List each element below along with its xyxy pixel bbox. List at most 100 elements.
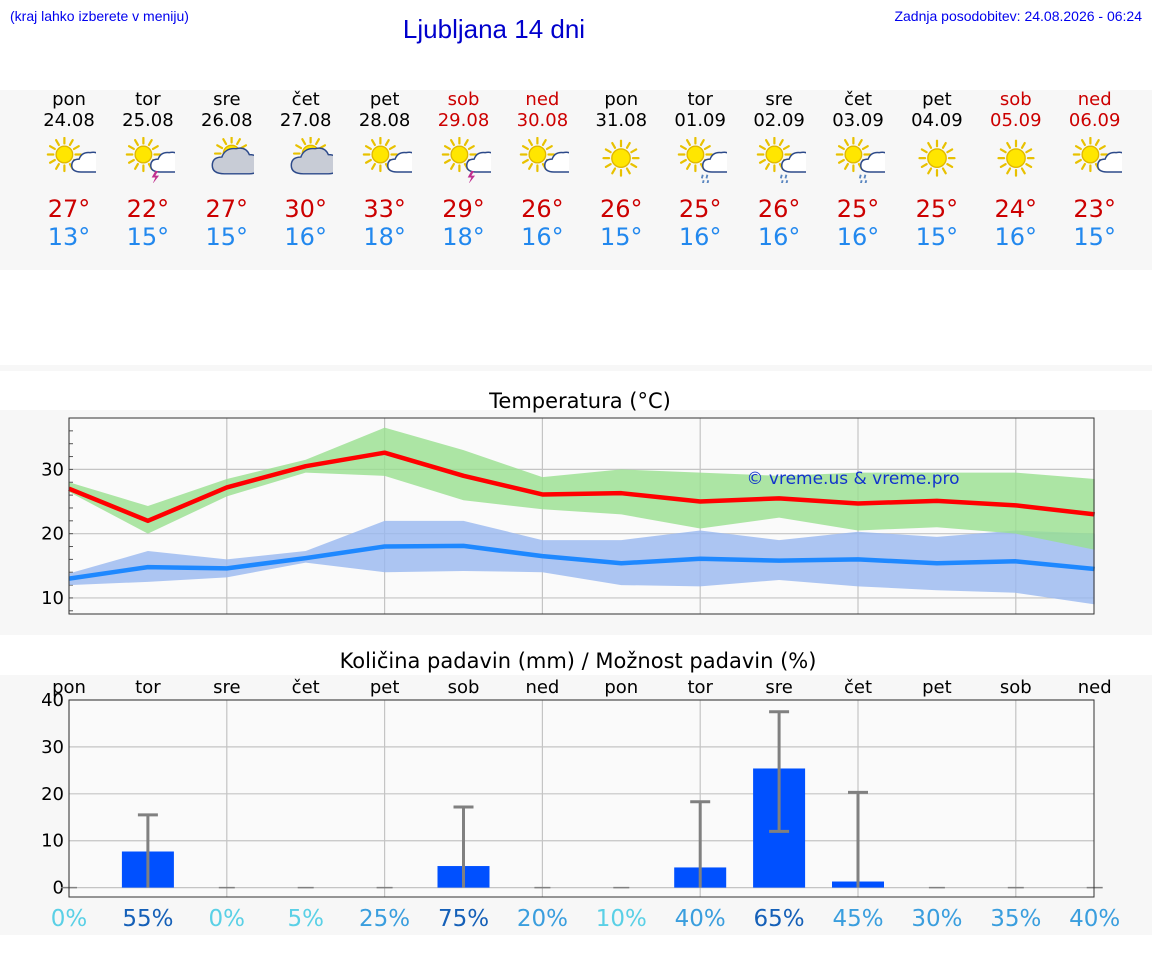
day-date: 25.08	[122, 110, 174, 131]
day-date: 03.09	[832, 110, 884, 131]
precipitation-probability: 0%	[209, 906, 246, 932]
precipitation-probability: 25%	[359, 906, 410, 932]
separator-band	[0, 365, 1152, 371]
plot-area	[69, 700, 1094, 897]
precipitation-probability: 10%	[596, 906, 647, 932]
max-temperature: 25°	[678, 195, 722, 223]
min-temperature: 16°	[678, 223, 722, 251]
sun-cloud-icon	[1072, 137, 1122, 173]
day-name: čet	[291, 89, 320, 110]
y-tick-label: 40	[41, 690, 64, 711]
sun-icon	[602, 139, 640, 177]
precipitation-probability: 65%	[754, 906, 805, 932]
day-name: sob	[999, 89, 1032, 110]
max-temperature: 30°	[284, 195, 327, 223]
forecast-day: sre 02.09 26° 16°	[740, 88, 819, 251]
day-name: pon	[52, 89, 86, 110]
forecast-day: pon 31.08 26° 15°	[582, 88, 661, 251]
day-date: 30.08	[516, 110, 569, 131]
precipitation-probability: 40%	[1069, 906, 1120, 932]
day-date: 29.08	[437, 110, 490, 131]
day-date: 27.08	[279, 110, 332, 131]
sun-grey-cloud-icon	[290, 137, 333, 175]
day-date: 02.09	[753, 110, 805, 131]
min-temperature: 15°	[600, 223, 643, 251]
precipitation-probability: 35%	[990, 906, 1041, 932]
chart-title: Temperatura (°C)	[488, 389, 671, 413]
x-tick-label: ned	[525, 677, 559, 698]
min-temperature: 16°	[284, 223, 327, 251]
day-date: 31.08	[595, 110, 648, 131]
precipitation-chart: Količina padavin (mm) / Možnost padavin …	[41, 649, 1120, 932]
last-updated: Zadnja posodobitev: 24.08.2026 - 06:24	[894, 8, 1142, 24]
day-date: 06.09	[1068, 110, 1121, 131]
max-temperature: 24°	[994, 195, 1038, 223]
forecast-day: tor 25.08 22° 15°	[108, 88, 187, 251]
forecast-day: sob 05.09 24° 16°	[976, 88, 1055, 251]
day-name: sob	[447, 89, 480, 110]
sun-cloud-icon	[362, 137, 412, 173]
min-temperature: 16°	[994, 223, 1038, 251]
day-date: 01.09	[674, 110, 726, 131]
day-name: tor	[135, 89, 161, 110]
max-temperature: 29°	[442, 195, 485, 223]
forecast-day: pon 24.08 27° 13°	[30, 88, 109, 251]
precipitation-error-bar	[769, 710, 790, 833]
max-temperature: 25°	[836, 195, 880, 223]
max-temperature: 22°	[126, 195, 170, 223]
max-temperature-line	[68, 450, 1095, 524]
day-date: 04.09	[911, 110, 963, 131]
temperature-chart: Temperatura (°C) 10 20 30 © vreme.us & vreme…	[41, 389, 1095, 615]
sun-cloud-lightning-icon	[441, 137, 491, 183]
x-tick-label: tor	[687, 677, 713, 698]
max-temperature-range	[69, 427, 1095, 550]
forecast-day: sob 29.08 29° 18°	[424, 88, 503, 251]
precipitation-probability: 30%	[911, 906, 962, 932]
min-temperature: 15°	[126, 223, 170, 251]
forecast-day: tor 01.09 25° 16°	[661, 88, 740, 251]
precipitation-probability: 20%	[517, 906, 568, 932]
precipitation-probability: 55%	[122, 906, 173, 932]
x-tick-label: ned	[1078, 677, 1112, 698]
forecast-day: ned 30.08 26° 16°	[503, 88, 582, 251]
day-name: ned	[1077, 89, 1112, 110]
sun-cloud-rain-icon	[756, 137, 807, 183]
day-name: tor	[687, 89, 713, 110]
x-tick-label: pon	[604, 677, 638, 698]
min-temperature: 15°	[915, 223, 959, 251]
day-date: 05.09	[990, 110, 1042, 131]
precipitation-error-bar	[137, 813, 158, 888]
x-tick-label: sre	[213, 677, 240, 698]
min-temperature: 15°	[205, 223, 249, 251]
sun-cloud-rain-icon	[835, 137, 885, 183]
sun-icon	[997, 139, 1035, 177]
y-tick-label: 30	[41, 459, 64, 480]
min-temperature: 16°	[521, 223, 564, 251]
x-tick-label: pet	[370, 677, 400, 698]
x-tick-label: čet	[844, 677, 872, 698]
y-tick-label: 30	[41, 737, 64, 758]
sun-cloud-lightning-icon	[125, 137, 175, 183]
x-tick-label: pon	[52, 677, 86, 698]
day-date: 24.08	[43, 110, 95, 131]
location-menu-note: (kraj lahko izberete v meniju)	[10, 8, 189, 24]
precipitation-error-bar	[690, 800, 711, 888]
plot-frame	[68, 417, 1095, 615]
precipitation-probability: 0%	[51, 906, 88, 932]
min-temperature-line	[68, 543, 1095, 581]
min-temperature: 13°	[47, 223, 91, 251]
day-name: ned	[525, 89, 560, 110]
max-temperature: 26°	[521, 195, 564, 223]
day-date: 26.08	[201, 110, 253, 131]
y-tick-label: 10	[41, 831, 64, 852]
sun-cloud-rain-icon	[677, 137, 728, 183]
day-name: pet	[369, 89, 400, 110]
sun-grey-cloud-icon	[211, 137, 254, 175]
min-temperature-range	[69, 520, 1095, 605]
precipitation-probability: 75%	[438, 906, 489, 932]
day-date: 28.08	[358, 110, 411, 131]
forecast-day: čet 03.09 25° 16°	[819, 88, 898, 251]
plot-frame	[68, 699, 1095, 898]
chart-title: Količina padavin (mm) / Možnost padavin …	[340, 649, 817, 673]
y-tick-label: 0	[53, 878, 64, 899]
